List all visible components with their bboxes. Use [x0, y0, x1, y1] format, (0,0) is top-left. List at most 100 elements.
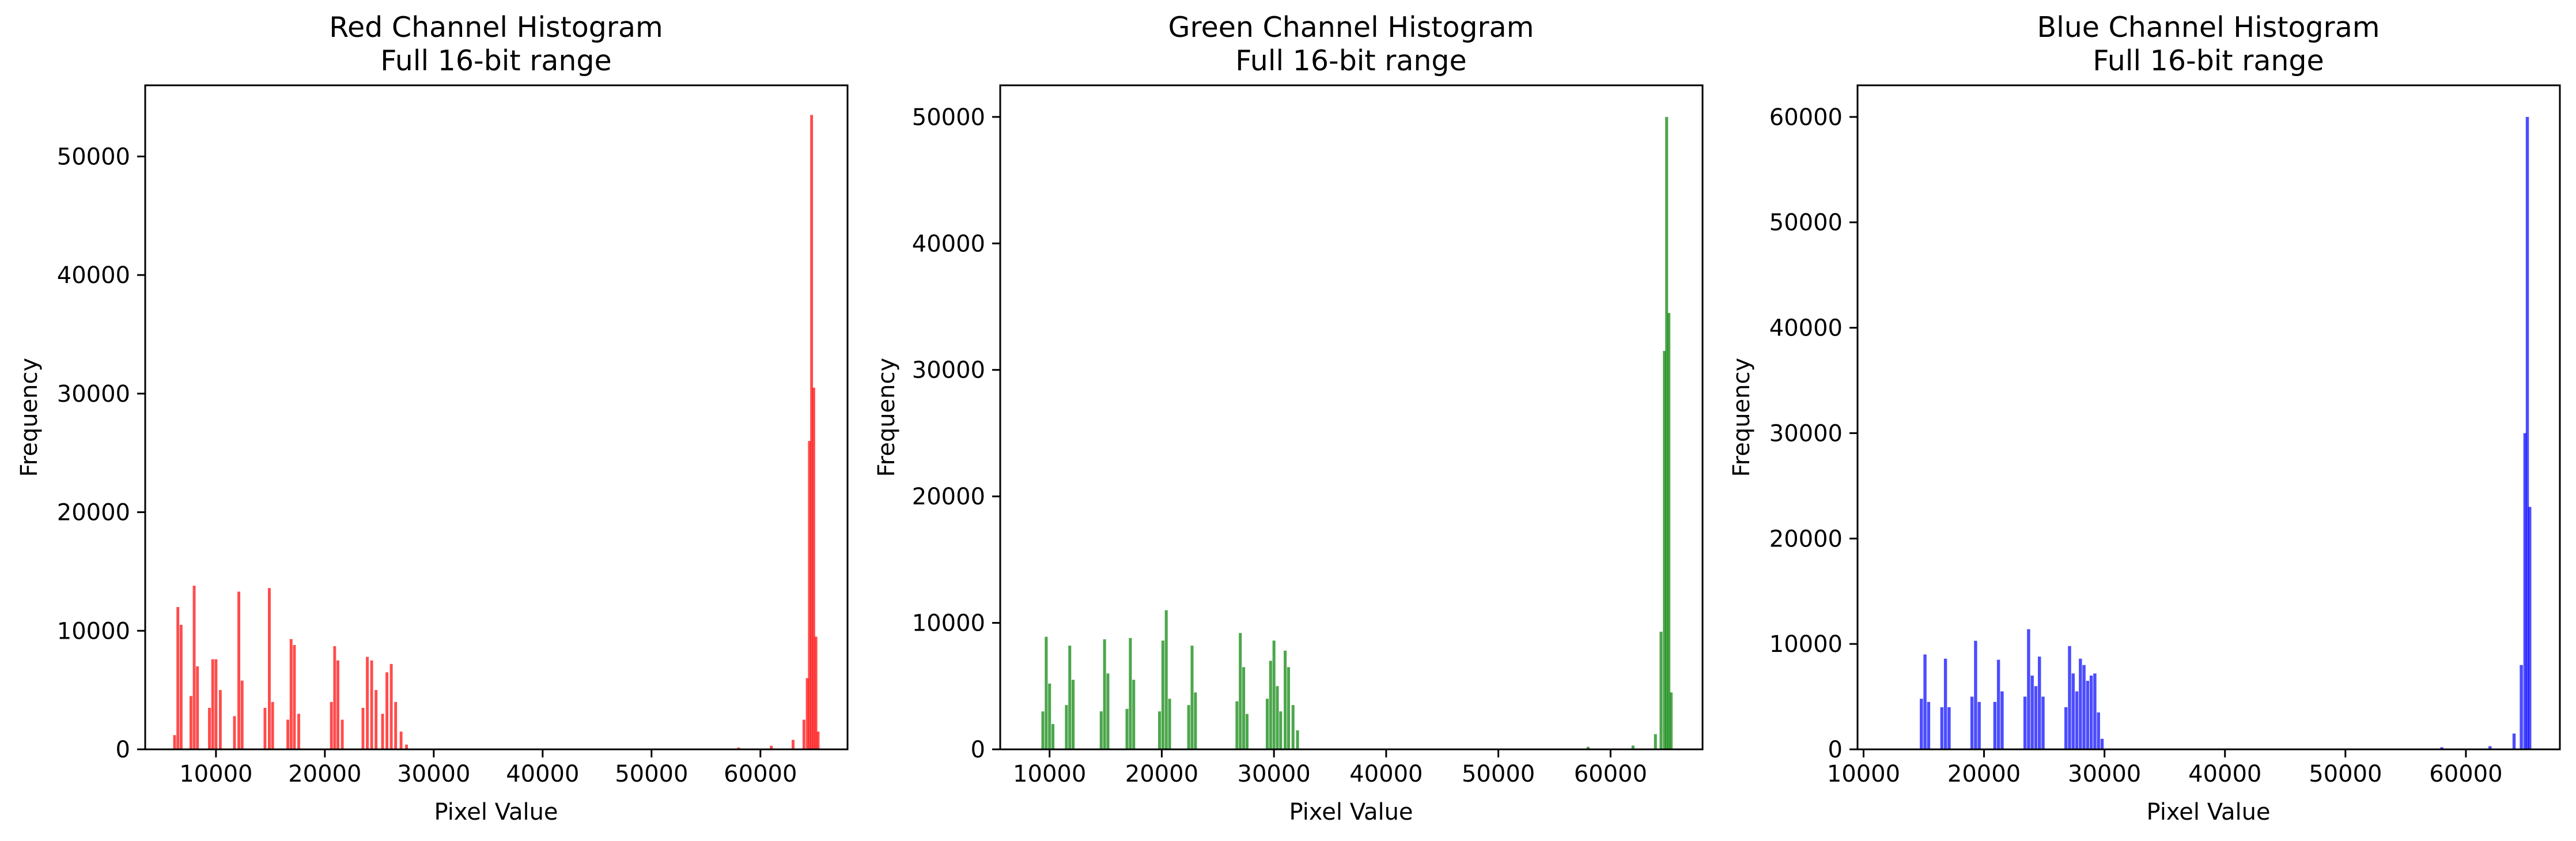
x-tick-label: 10000	[179, 761, 252, 787]
y-tick-label: 40000	[912, 231, 985, 257]
histogram-bar	[814, 636, 818, 749]
histogram-bar	[179, 625, 183, 749]
histogram-bar	[2041, 696, 2045, 749]
y-tick-label: 10000	[57, 618, 130, 644]
y-tick-label: 50000	[1769, 210, 1843, 236]
x-tick-label: 40000	[2188, 761, 2261, 787]
histogram-bar	[2097, 712, 2100, 749]
histogram-bar	[1065, 705, 1068, 749]
histogram-bar	[289, 639, 293, 749]
histogram-bar	[2086, 681, 2090, 749]
histogram-bar	[1168, 699, 1171, 749]
histogram-bar	[1974, 640, 1977, 749]
histogram-bar	[810, 115, 814, 749]
histogram-bar	[1072, 680, 1075, 749]
histogram-bar	[1242, 667, 1246, 749]
y-tick-label: 0	[116, 737, 130, 763]
y-axis-label: Frequency	[16, 358, 43, 477]
x-tick-label: 20000	[288, 761, 361, 787]
histogram-bar	[237, 591, 240, 749]
histogram-bar	[173, 735, 176, 749]
histogram-bar	[1943, 658, 1947, 749]
y-tick-label: 10000	[1769, 631, 1843, 658]
x-tick-label: 60000	[1574, 761, 1647, 787]
histogram-bar	[192, 586, 196, 749]
y-axis-label: Frequency	[873, 358, 900, 477]
histogram-bar	[1993, 702, 1997, 749]
histogram-bar	[1161, 640, 1164, 749]
x-tick-label: 20000	[1125, 761, 1198, 787]
histogram-bar	[208, 708, 211, 749]
panel-title-line1: Red Channel Histogram	[329, 11, 663, 44]
x-tick-label: 10000	[1827, 761, 1900, 787]
histogram-bar	[1663, 350, 1666, 749]
histogram-bar	[1051, 724, 1055, 749]
ticks-red: 10000 20000 30000 40000 50000 60000 0 10000 2000…	[57, 144, 797, 787]
histogram-bar	[1068, 646, 1072, 749]
x-tick-label: 20000	[1947, 761, 2021, 787]
x-tick-label: 10000	[1013, 761, 1086, 787]
histogram-bar	[1158, 711, 1162, 749]
x-tick-label: 60000	[724, 761, 797, 787]
plot-frame-blue	[1856, 84, 2561, 751]
histogram-bar	[1284, 650, 1287, 749]
y-tick-label: 30000	[57, 381, 130, 408]
histogram-bar	[271, 702, 274, 749]
histogram-bar	[1099, 711, 1103, 749]
histogram-bar	[770, 745, 773, 749]
histogram-bar	[2030, 676, 2034, 749]
panel-title-line1: Green Channel Histogram	[1168, 11, 1534, 44]
x-tick-label: 60000	[2429, 761, 2502, 787]
histogram-bar	[2525, 116, 2529, 749]
ticks-blue: 10000 20000 30000 40000 50000 600000100002000…	[1769, 104, 2503, 787]
x-tick-label: 40000	[1349, 761, 1423, 787]
histogram-bar	[1970, 696, 1974, 749]
histogram-bar	[1920, 699, 1923, 749]
panel-blue: Blue Channel Histogram Full 16-bit range…	[1728, 11, 2561, 825]
y-tick-label: 40000	[57, 262, 130, 289]
histogram-bar	[336, 660, 339, 749]
histogram-bar	[233, 716, 236, 749]
histogram-bar	[370, 660, 373, 749]
histogram-bar	[2027, 629, 2030, 749]
histogram-bar	[240, 680, 244, 749]
x-tick-label: 50000	[615, 761, 688, 787]
histogram-bar	[1187, 705, 1190, 749]
histogram-bar	[1276, 686, 1279, 749]
histogram-bar	[2000, 691, 2004, 749]
histogram-bar	[737, 747, 740, 749]
y-tick-label: 20000	[1769, 526, 1843, 552]
histogram-bar	[1287, 667, 1290, 749]
histogram-bar	[816, 731, 820, 749]
histogram-bar	[808, 441, 811, 749]
histogram-bar	[1927, 702, 1931, 749]
histogram-bar	[1667, 312, 1671, 749]
ticks-green: 10000 20000 30000 40000 50000 60000 0 10000 2000…	[912, 104, 1647, 787]
x-tick-label: 50000	[2309, 761, 2382, 787]
histogram-bar	[341, 719, 344, 749]
y-tick-label: 0	[971, 737, 985, 763]
y-tick-label: 30000	[912, 357, 985, 384]
histogram-bar	[293, 644, 296, 749]
histogram-bar	[802, 719, 805, 749]
histogram-bar	[1103, 639, 1106, 749]
x-tick-label: 40000	[506, 761, 579, 787]
y-tick-label: 30000	[1769, 420, 1843, 447]
histogram-bar	[366, 657, 369, 749]
y-tick-label: 10000	[912, 610, 985, 637]
histogram-bar	[2034, 686, 2038, 749]
histogram-bar	[812, 387, 815, 749]
histogram-bar	[196, 666, 199, 749]
histogram-bar	[1940, 707, 1944, 749]
x-axis-label: Pixel Value	[1289, 799, 1413, 825]
x-axis-label: Pixel Value	[434, 799, 558, 825]
histogram-bar	[1279, 711, 1283, 749]
histogram-bar	[286, 719, 290, 749]
y-tick-label: 0	[1828, 737, 1843, 763]
histogram-bar	[2082, 665, 2086, 749]
histogram-bar	[1665, 116, 1669, 749]
bars-red	[173, 115, 820, 749]
y-tick-label: 40000	[1769, 315, 1843, 342]
histogram-bar	[1106, 673, 1110, 749]
histogram-bar	[2064, 707, 2068, 749]
